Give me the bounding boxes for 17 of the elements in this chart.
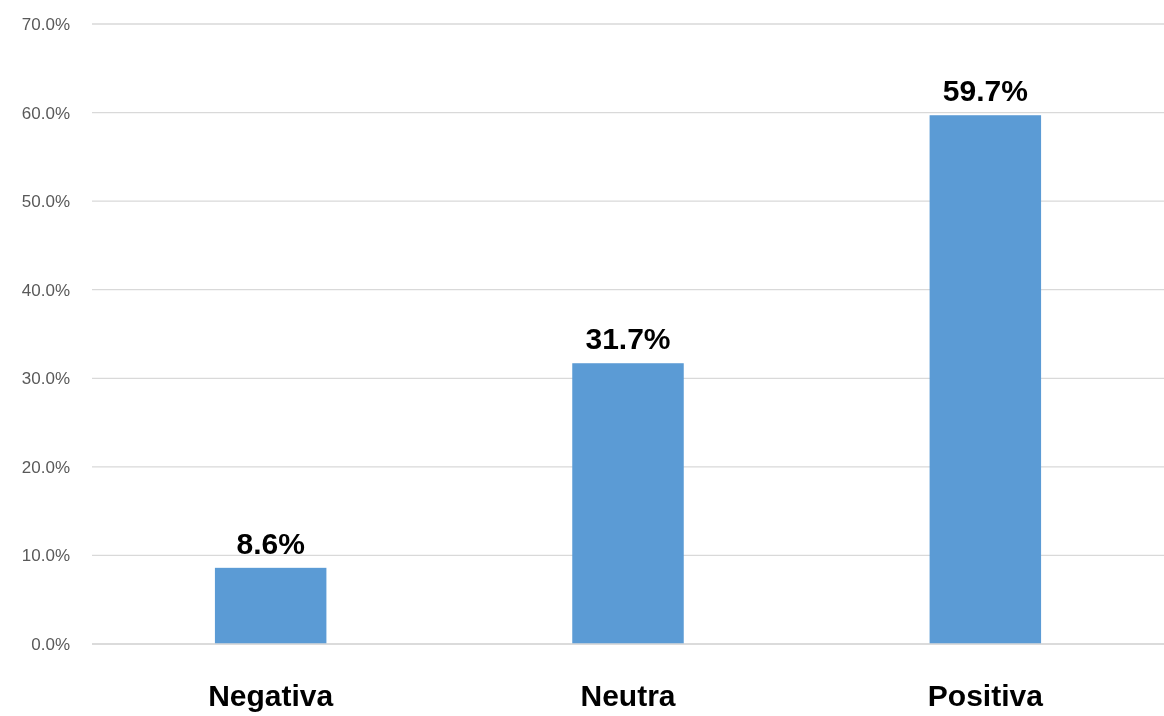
y-tick-label: 40.0%: [21, 280, 70, 300]
data-label: 8.6%: [236, 526, 305, 560]
data-label: 59.7%: [942, 74, 1028, 108]
bar: [929, 115, 1042, 644]
x-tick-label: Neutra: [580, 679, 676, 712]
bar: [214, 567, 327, 644]
y-tick-label: 60.0%: [21, 103, 70, 123]
y-tick-label: 10.0%: [21, 546, 70, 566]
data-label: 31.7%: [585, 322, 671, 356]
x-tick-label: Positiva: [927, 679, 1044, 712]
y-tick-label: 50.0%: [21, 192, 70, 212]
bar: [572, 363, 684, 644]
y-tick-label: 0.0%: [31, 634, 70, 654]
y-tick-label: 70.0%: [21, 14, 70, 34]
x-tick-label: Negativa: [208, 679, 334, 712]
y-tick-label: 30.0%: [21, 369, 70, 389]
y-tick-label: 20.0%: [21, 457, 70, 477]
